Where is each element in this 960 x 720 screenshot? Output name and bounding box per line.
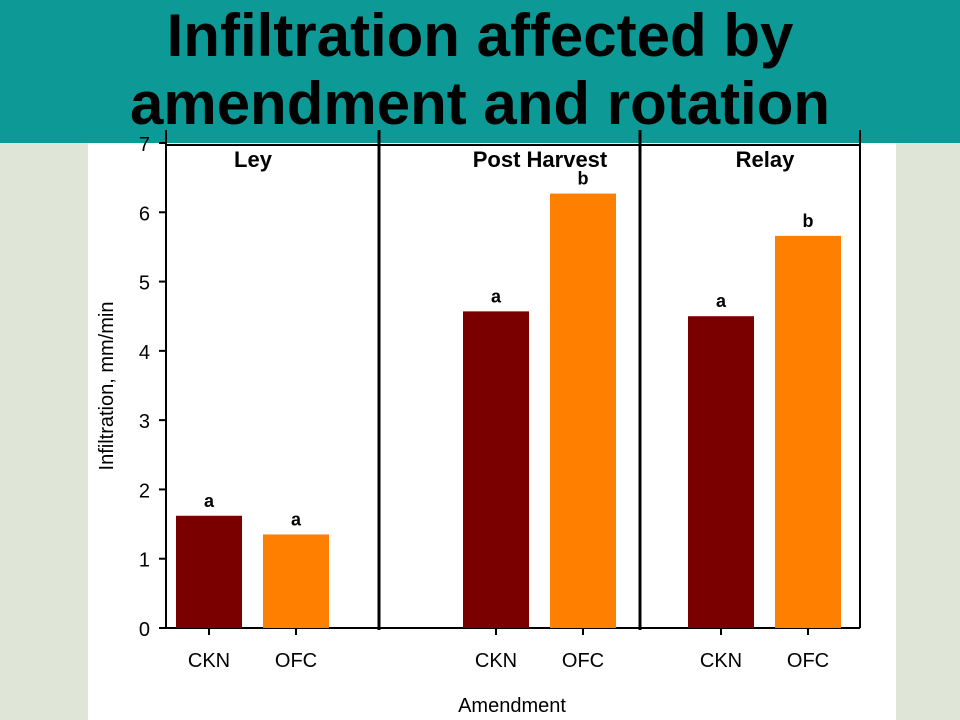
y-tick-label: 7: [139, 134, 150, 156]
title-band: [0, 0, 960, 143]
bar-ley-ofc: [263, 534, 329, 628]
bar-post-harvest-ofc: [550, 193, 616, 629]
significance-letter: a: [291, 509, 302, 529]
bar-ley-ckn: [176, 515, 242, 628]
x-category-label: CKN: [475, 650, 517, 672]
bar-post-harvest-ckn: [463, 311, 529, 628]
title-line-2: amendment and rotation: [129, 70, 831, 137]
panel-title-2: Post Harvest: [473, 147, 608, 172]
x-category-label: CKN: [700, 650, 742, 672]
significance-letter: a: [204, 491, 215, 511]
y-tick-label: 1: [139, 550, 150, 572]
x-category-label: OFC: [275, 650, 317, 672]
significance-letter: a: [491, 286, 502, 306]
y-tick-label: 5: [139, 273, 150, 295]
y-tick-label: 2: [139, 480, 150, 502]
slide-title: Infiltration affected by amendment and r…: [0, 2, 960, 138]
panel-title-1: Ley: [234, 147, 273, 172]
bar-relay-ckn: [688, 316, 754, 628]
x-category-label: OFC: [787, 650, 829, 672]
x-category-label: CKN: [188, 650, 230, 672]
significance-letter: b: [578, 169, 589, 189]
y-tick-label: 4: [139, 342, 150, 364]
y-tick-label: 3: [139, 411, 150, 433]
y-axis-title: Infiltration, mm/min: [96, 302, 118, 471]
significance-letter: b: [803, 211, 814, 231]
x-axis-title: Amendment: [458, 695, 566, 717]
title-line-1: Infiltration affected by: [166, 2, 794, 69]
x-category-label: OFC: [562, 650, 604, 672]
y-tick-label: 0: [139, 619, 150, 641]
significance-letter: a: [716, 291, 727, 311]
bar-relay-ofc: [775, 235, 841, 629]
panel-title-3: Relay: [736, 147, 795, 172]
y-tick-label: 6: [139, 203, 150, 225]
